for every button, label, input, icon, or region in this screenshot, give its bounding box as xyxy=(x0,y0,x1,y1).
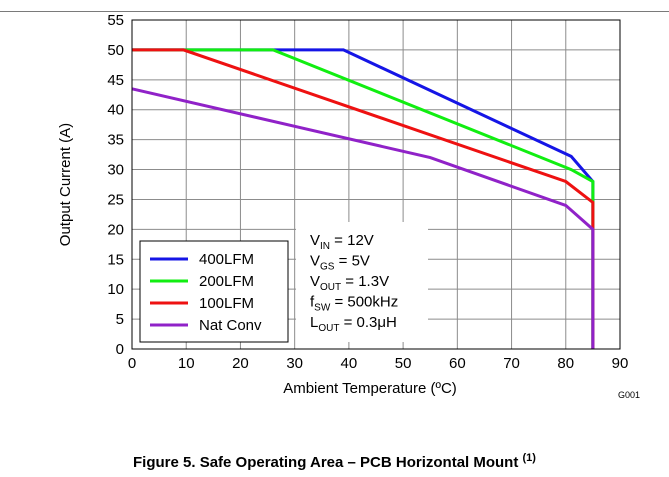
x-tick-label: 70 xyxy=(503,355,520,372)
x-tick-label: 80 xyxy=(557,355,574,372)
legend-label: 100LFM xyxy=(199,295,254,312)
y-tick-label: 35 xyxy=(107,132,124,149)
annotation-box xyxy=(296,222,428,342)
y-tick-label: 5 xyxy=(116,311,124,328)
x-axis-title: Ambient Temperature (ºC) xyxy=(283,380,457,397)
legend-label: 200LFM xyxy=(199,273,254,290)
x-tick-label: 20 xyxy=(232,355,249,372)
y-tick-label: 10 xyxy=(107,281,124,298)
x-tick-label: 50 xyxy=(395,355,412,372)
y-axis-title: Output Current (A) xyxy=(57,123,74,246)
caption-text: Figure 5. Safe Operating Area – PCB Hori… xyxy=(133,454,519,471)
y-tick-label: 30 xyxy=(107,162,124,179)
annotation-line: LOUT = 0.3μH xyxy=(310,314,397,334)
y-tick-label: 25 xyxy=(107,191,124,208)
plot-frame xyxy=(131,19,621,350)
x-tick-label: 90 xyxy=(612,355,629,372)
annotation-line: VIN = 12V xyxy=(310,232,374,252)
annotation-line: VGS = 5V xyxy=(310,253,370,273)
series-line-nat-conv xyxy=(131,87,595,349)
legend: 400LFM 200LFM 100LFM Nat Conv xyxy=(139,240,289,343)
x-tick-label: 40 xyxy=(341,355,358,372)
top-rule xyxy=(0,11,669,12)
legend-label: Nat Conv xyxy=(199,317,262,334)
x-tick-label: 60 xyxy=(449,355,466,372)
y-tick-label: 20 xyxy=(107,221,124,238)
x-tick-label: 30 xyxy=(286,355,303,372)
y-tick-label: 40 xyxy=(107,102,124,119)
x-tick-label: 0 xyxy=(128,355,136,372)
y-tick-label: 0 xyxy=(116,341,124,358)
y-tick-label: 50 xyxy=(107,42,124,59)
y-tick-label: 55 xyxy=(107,12,124,29)
y-tick-label: 15 xyxy=(107,251,124,268)
x-tick-label: 10 xyxy=(178,355,195,372)
annotation-line: fSW = 500kHz xyxy=(310,294,398,314)
figure-caption: Figure 5. Safe Operating Area – PCB Hori… xyxy=(0,452,669,471)
figure-code: G001 xyxy=(618,390,640,400)
y-tick-label: 45 xyxy=(107,72,124,89)
legend-label: 400LFM xyxy=(199,251,254,268)
caption-footnote: (1) xyxy=(522,452,536,464)
safe-operating-area-chart: 0 10 20 30 40 50 60 70 80 90 0 5 10 15 20 25 30 35 40 45 50 5… xyxy=(57,12,640,400)
annotation-line: VOUT = 1.3V xyxy=(310,273,389,293)
